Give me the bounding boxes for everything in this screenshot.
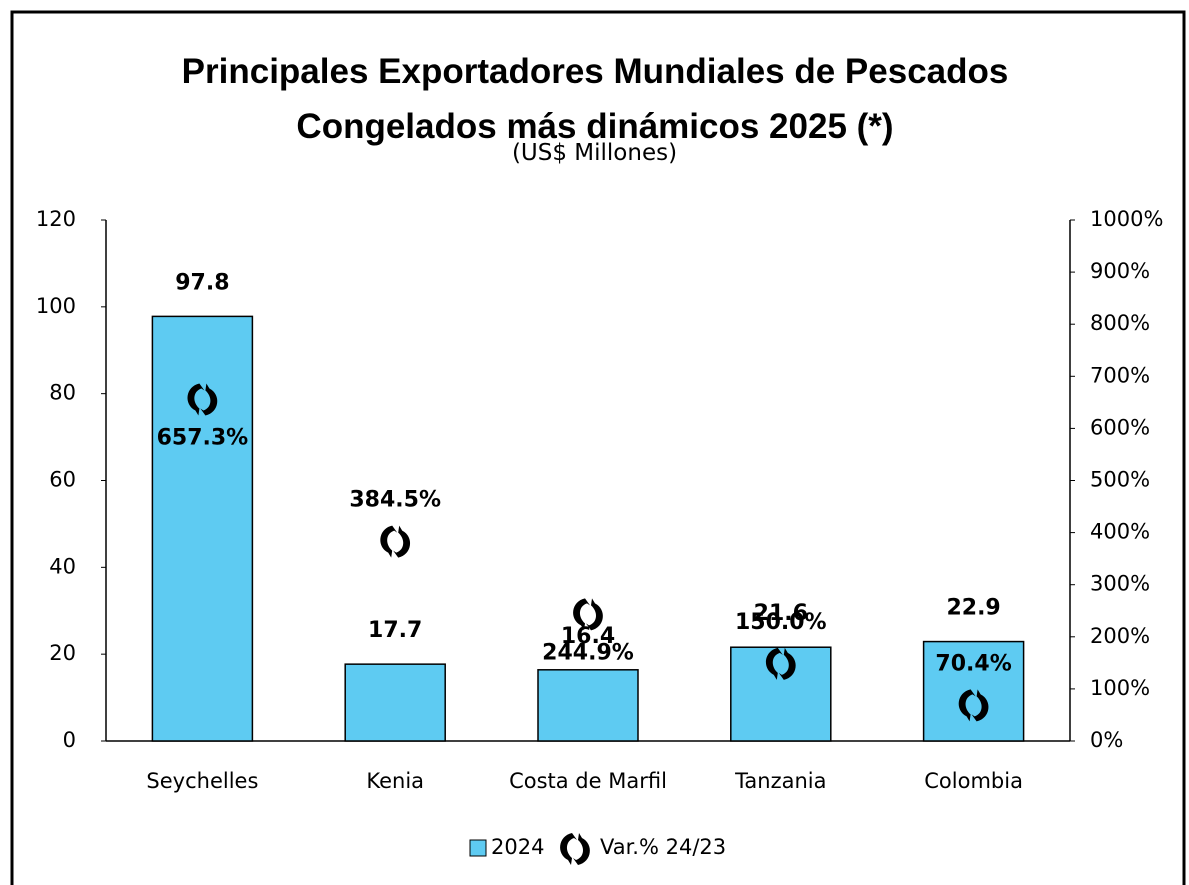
y-tick-label: 120 [36,207,76,231]
y2-tick-label: 400% [1090,520,1150,544]
y-tick-label: 80 [49,381,76,405]
y-tick-label: 40 [49,554,76,578]
y2-tick-label: 600% [1090,415,1150,439]
fish-left [958,689,976,722]
chart-subtitle: (US$ Millones) [511,140,678,166]
legend-swatch [469,839,487,857]
marker [958,689,989,722]
fish-right [200,383,218,416]
fish-right [778,647,796,680]
y2-tick-label: 500% [1090,468,1150,492]
marker-value-label: 244.9% [542,640,634,665]
x-tick-label: Seychelles [146,769,258,793]
fish-left [560,833,577,865]
legend-marker [560,833,590,865]
fish-right [573,833,590,865]
y-tick-label: 0 [63,728,76,752]
legend-label: 2024 [491,835,544,859]
fish-left [573,598,590,631]
bar [922,640,1025,742]
x-tick-label: Tanzania [734,769,826,793]
chart-border [10,10,1186,885]
marker [573,598,603,631]
fish-left [380,525,398,558]
marker-value-label: 150.0% [735,610,827,635]
y2-tick-label: 700% [1090,363,1150,387]
bar [344,663,446,742]
y2-tick-label: 200% [1090,624,1150,648]
y-tick-label: 100 [36,294,76,318]
y2-tick-label: 1000% [1090,207,1163,231]
y2-tick-label: 0% [1090,728,1123,752]
bar [537,669,639,742]
y-tick-label: 20 [49,641,76,665]
y2-tick-label: 100% [1090,676,1150,700]
fish-right [393,525,411,558]
bar-value-label: 21.6 [754,601,808,626]
x-tick-label: Kenia [366,769,424,793]
bar-value-label: 16.4 [561,624,615,649]
legend-label: Var.% 24/23 [600,835,726,859]
marker-value-label: 384.5% [349,488,441,513]
bar [730,646,832,742]
chart-title: Principales Exportadores Mundiales de Pe… [181,52,1009,146]
fish-left [765,647,783,680]
bar-value-label: 22.9 [946,596,1000,621]
bar-value-label: 97.8 [175,270,229,295]
x-tick-label: Colombia [924,769,1023,793]
marker-value-label: 657.3% [157,426,249,451]
bar-value-label: 17.7 [368,618,422,643]
y2-tick-label: 900% [1090,259,1150,283]
x-tick-label: Costa de Marfil [509,769,667,793]
fish-left [187,383,205,416]
bar [151,315,254,742]
marker [380,525,411,558]
fish-right [586,598,603,631]
marker [187,383,218,416]
y2-tick-label: 800% [1090,311,1150,335]
fish-right [971,689,989,722]
marker [765,647,796,680]
y2-tick-label: 300% [1090,572,1150,596]
y-tick-label: 60 [49,468,76,492]
marker-value-label: 70.4% [935,651,1011,676]
